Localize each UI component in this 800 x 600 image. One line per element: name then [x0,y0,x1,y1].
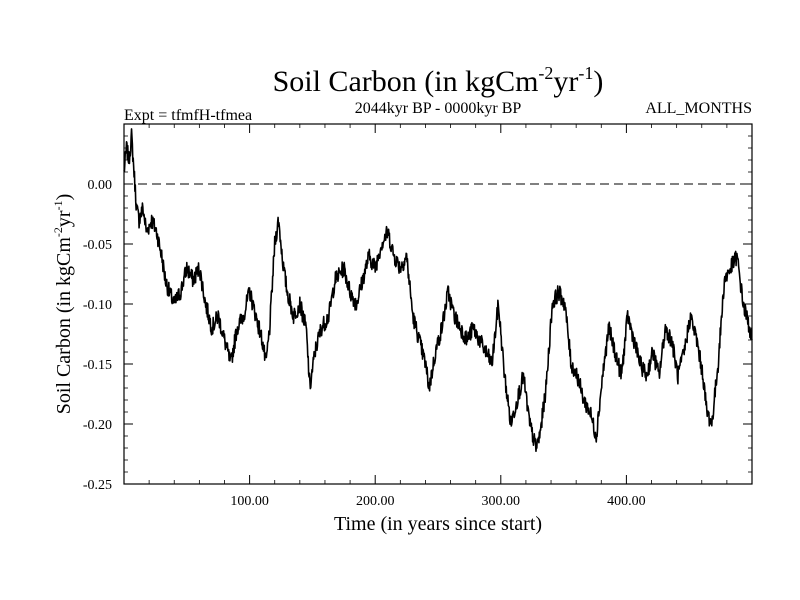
plot-frame [123,123,753,485]
x-tick-label: 400.00 [607,494,646,509]
y-tick-label: -0.15 [83,358,112,373]
x-axis: 100.00 200.00 300.00 400.00 [148,124,728,509]
months-label: ALL_MONTHS [645,100,752,117]
y-tick-label: -0.25 [83,478,112,493]
y-axis-label: Soil Carbon (in kgCm-2yr-1) [51,194,75,415]
period-label: 2044kyr BP - 0000kyr BP [355,100,522,117]
y-tick-label: -0.20 [83,418,112,433]
x-tick-label: 100.00 [230,494,269,509]
soil-carbon-series-line [123,128,753,453]
x-axis-label: Time (in years since start) [334,513,542,535]
y-tick-label: -0.10 [83,298,112,313]
y-tick-label: -0.05 [83,238,112,253]
experiment-label: Expt = tfmfH-tfmea [124,107,252,124]
y-axis: 0.00 -0.05 -0.10 -0.15 -0.20 -0.25 [83,123,752,493]
y-tick-label: 0.00 [88,178,113,193]
x-tick-label: 200.00 [356,494,395,509]
chart-title: Soil Carbon (in kgCm-2yr-1) [273,63,604,98]
x-tick-label: 300.00 [482,494,521,509]
